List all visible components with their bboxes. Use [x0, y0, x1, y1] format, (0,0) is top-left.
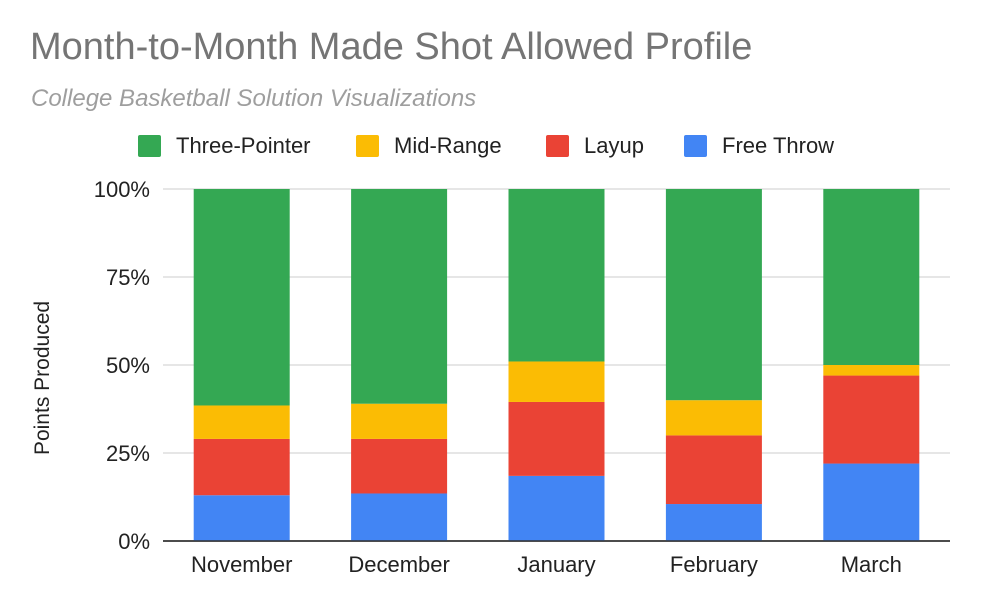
x-axis-ticks: November December January February March: [191, 552, 902, 577]
bar-layup-january: [508, 401, 605, 476]
bar-free-throw-january: [508, 475, 605, 541]
legend-label-mid-range: Mid-Range: [394, 133, 502, 158]
bar-three-pointer-january: [508, 189, 605, 362]
bar-mid-range-november: [193, 405, 290, 439]
bar-layup-february: [665, 435, 762, 505]
y-tick-label: 100%: [94, 177, 150, 202]
bar-three-pointer-march: [823, 189, 920, 365]
bar-mid-range-december: [351, 403, 448, 439]
bar-mid-range-march: [823, 365, 920, 376]
y-axis-label: Points Produced: [31, 301, 54, 455]
y-tick-label: 25%: [106, 441, 150, 466]
bar-layup-march: [823, 375, 920, 464]
legend-swatch-three-pointer: [138, 135, 161, 157]
y-tick-label: 75%: [106, 265, 150, 290]
bar-three-pointer-november: [193, 189, 290, 406]
legend: Three-Pointer Mid-Range Layup Free Throw: [138, 133, 834, 158]
x-tick-label: November: [191, 552, 292, 577]
bar-free-throw-november: [193, 495, 290, 541]
y-axis-ticks: 0% 25% 50% 75% 100%: [94, 177, 150, 554]
legend-swatch-mid-range: [356, 135, 379, 157]
legend-label-free-throw: Free Throw: [722, 133, 834, 158]
x-tick-label: December: [348, 552, 449, 577]
x-tick-label: January: [517, 552, 595, 577]
bar-layup-december: [351, 438, 448, 494]
bar-free-throw-march: [823, 463, 920, 541]
bar-mid-range-january: [508, 361, 605, 402]
bar-three-pointer-december: [351, 189, 448, 404]
x-tick-label: February: [670, 552, 758, 577]
chart-subtitle: College Basketball Solution Visualizatio…: [31, 85, 477, 112]
bar-mid-range-february: [665, 400, 762, 436]
legend-swatch-layup: [546, 135, 569, 157]
bars: [163, 189, 950, 542]
bar-three-pointer-february: [665, 189, 762, 401]
bar-free-throw-february: [665, 504, 762, 541]
bar-free-throw-december: [351, 493, 448, 541]
x-tick-label: March: [841, 552, 902, 577]
legend-label-layup: Layup: [584, 133, 644, 158]
y-tick-label: 0%: [118, 529, 150, 554]
legend-swatch-free-throw: [684, 135, 707, 157]
bar-layup-november: [193, 438, 290, 496]
legend-label-three-pointer: Three-Pointer: [176, 133, 311, 158]
chart-title: Month-to-Month Made Shot Allowed Profile: [30, 26, 753, 68]
y-tick-label: 50%: [106, 353, 150, 378]
